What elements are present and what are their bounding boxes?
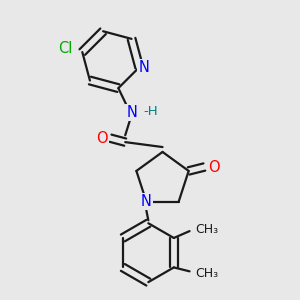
Text: O: O xyxy=(96,131,107,146)
Text: N: N xyxy=(139,60,149,75)
Text: N: N xyxy=(127,105,137,120)
Text: CH₃: CH₃ xyxy=(195,267,219,280)
Text: O: O xyxy=(208,160,220,175)
Text: CH₃: CH₃ xyxy=(195,223,219,236)
Text: N: N xyxy=(141,194,152,209)
Text: -H: -H xyxy=(143,105,158,118)
Text: Cl: Cl xyxy=(58,41,73,56)
